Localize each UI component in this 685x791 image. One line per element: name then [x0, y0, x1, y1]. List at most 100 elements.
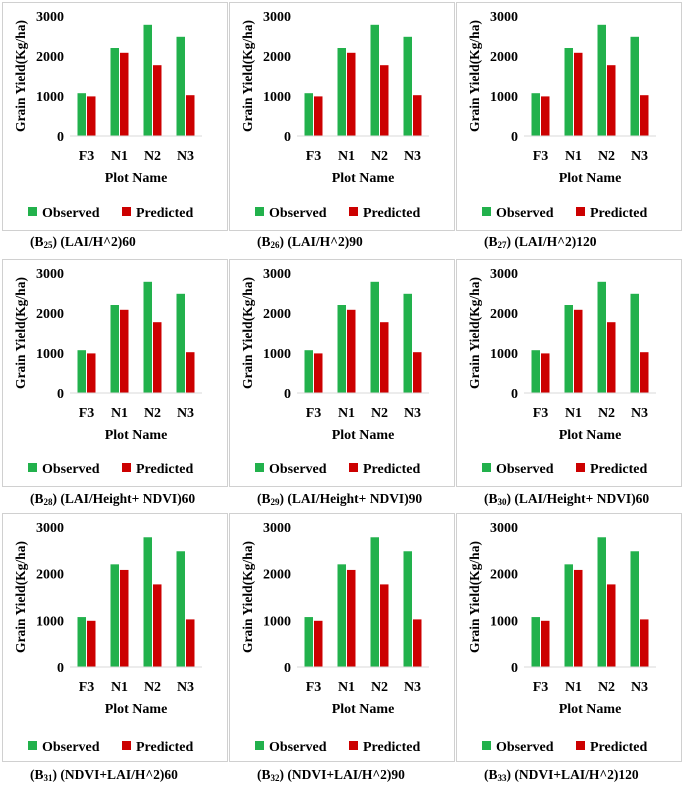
observed-bar [304, 350, 313, 393]
legend-predicted-label: Predicted [363, 462, 420, 477]
predicted-bar [120, 569, 129, 667]
observed-bar [110, 305, 119, 393]
observed-bar [403, 293, 412, 393]
predicted-bar [120, 52, 129, 136]
predicted-bar [120, 309, 129, 393]
y-axis-label: Grain Yield(Kg/ha) [467, 541, 482, 653]
x-tick-label: F3 [306, 149, 322, 164]
x-tick-label: F3 [79, 406, 95, 421]
observed-bar [143, 537, 152, 667]
x-axis-label: Plot Name [559, 171, 622, 186]
legend-observed-label: Observed [496, 462, 554, 477]
legend-predicted-swatch [576, 207, 585, 216]
y-tick-label: 3000 [263, 10, 291, 25]
x-tick-label: N3 [631, 406, 648, 421]
y-axis-label: Grain Yield(Kg/ha) [240, 277, 255, 389]
y-tick-label: 0 [511, 130, 518, 145]
legend-observed-label: Observed [496, 206, 554, 221]
predicted-bar [314, 96, 323, 136]
observed-bar [337, 305, 346, 393]
x-tick-label: F3 [533, 406, 549, 421]
chart-panel: 0 1000 2000 3000 Grain Yield(Kg/ha) F3 N1 N2 N3 P… [229, 513, 455, 762]
y-tick-label: 1000 [36, 347, 64, 362]
predicted-bar [413, 619, 422, 667]
observed-bar [176, 551, 185, 667]
legend-predicted-swatch [122, 207, 131, 216]
observed-bar [143, 281, 152, 393]
observed-bar [531, 93, 540, 136]
x-tick-label: N2 [371, 680, 388, 695]
x-tick-label: N2 [598, 680, 615, 695]
legend-predicted-label: Predicted [136, 740, 193, 755]
observed-bar [531, 617, 540, 667]
legend-observed-label: Observed [269, 462, 327, 477]
predicted-bar [640, 619, 649, 667]
observed-bar [143, 24, 152, 136]
legend-predicted-swatch [576, 463, 585, 472]
observed-bar [337, 48, 346, 136]
observed-bar [370, 24, 379, 136]
predicted-bar [87, 96, 96, 136]
panel-caption: (B26) (LAI/H^2)90 [257, 234, 363, 250]
y-tick-label: 3000 [36, 267, 64, 282]
y-tick-label: 2000 [490, 307, 518, 322]
predicted-bar [186, 352, 195, 393]
x-tick-label: F3 [306, 406, 322, 421]
bar-chart: 0 1000 2000 3000 Grain Yield(Kg/ha) F3 N1 N2 N3 P… [13, 267, 202, 477]
panel-caption: (B33) (NDVI+LAI/H^2)120 [484, 767, 639, 783]
y-tick-label: 3000 [263, 521, 291, 536]
legend-observed-swatch [482, 463, 491, 472]
x-tick-label: N3 [177, 406, 194, 421]
predicted-bar [574, 52, 583, 136]
legend-observed-swatch [28, 463, 37, 472]
predicted-bar [186, 619, 195, 667]
y-tick-label: 2000 [36, 568, 64, 583]
legend-predicted-label: Predicted [363, 206, 420, 221]
legend-predicted-label: Predicted [590, 740, 647, 755]
observed-bar [564, 305, 573, 393]
x-axis-label: Plot Name [332, 171, 395, 186]
x-tick-label: N3 [177, 149, 194, 164]
legend-predicted-swatch [349, 741, 358, 750]
x-tick-label: N2 [371, 149, 388, 164]
y-tick-label: 2000 [263, 50, 291, 65]
chart-panel: 0 1000 2000 3000 Grain Yield(Kg/ha) F3 N1 N2 N3 P… [2, 259, 228, 487]
y-tick-label: 1000 [490, 347, 518, 362]
y-axis-label: Grain Yield(Kg/ha) [13, 541, 28, 653]
legend-observed-swatch [28, 207, 37, 216]
bar-chart: 0 1000 2000 3000 Grain Yield(Kg/ha) F3 N1 N2 N3 P… [13, 521, 202, 755]
x-tick-label: N3 [404, 149, 421, 164]
predicted-bar [574, 309, 583, 393]
observed-bar [403, 36, 412, 136]
y-tick-label: 2000 [263, 568, 291, 583]
observed-bar [176, 293, 185, 393]
x-tick-label: N1 [565, 406, 582, 421]
x-axis-label: Plot Name [559, 428, 622, 443]
predicted-bar [87, 353, 96, 393]
legend-observed-swatch [482, 207, 491, 216]
y-tick-label: 1000 [263, 90, 291, 105]
predicted-bar [380, 65, 389, 136]
legend-predicted-swatch [122, 741, 131, 750]
x-tick-label: N1 [565, 149, 582, 164]
chart-panel: 0 1000 2000 3000 Grain Yield(Kg/ha) F3 N1 N2 N3 P… [229, 2, 455, 231]
chart-panel: 0 1000 2000 3000 Grain Yield(Kg/ha) F3 N1 N2 N3 P… [456, 513, 682, 762]
predicted-bar [574, 569, 583, 667]
panel-caption: (B31) (NDVI+LAI/H^2)60 [30, 767, 178, 783]
x-tick-label: N1 [565, 680, 582, 695]
legend-predicted-swatch [349, 463, 358, 472]
y-axis-label: Grain Yield(Kg/ha) [13, 277, 28, 389]
y-axis-label: Grain Yield(Kg/ha) [467, 277, 482, 389]
y-tick-label: 3000 [36, 10, 64, 25]
x-tick-label: N3 [631, 680, 648, 695]
predicted-bar [541, 353, 550, 393]
bar-chart: 0 1000 2000 3000 Grain Yield(Kg/ha) F3 N1 N2 N3 P… [467, 521, 656, 755]
y-tick-label: 0 [511, 387, 518, 402]
x-axis-label: Plot Name [332, 702, 395, 717]
y-tick-label: 2000 [490, 568, 518, 583]
x-tick-label: N2 [598, 149, 615, 164]
observed-bar [337, 564, 346, 667]
chart-panel: 0 1000 2000 3000 Grain Yield(Kg/ha) F3 N1 N2 N3 P… [229, 259, 455, 487]
x-tick-label: N1 [338, 406, 355, 421]
y-axis-label: Grain Yield(Kg/ha) [240, 20, 255, 132]
